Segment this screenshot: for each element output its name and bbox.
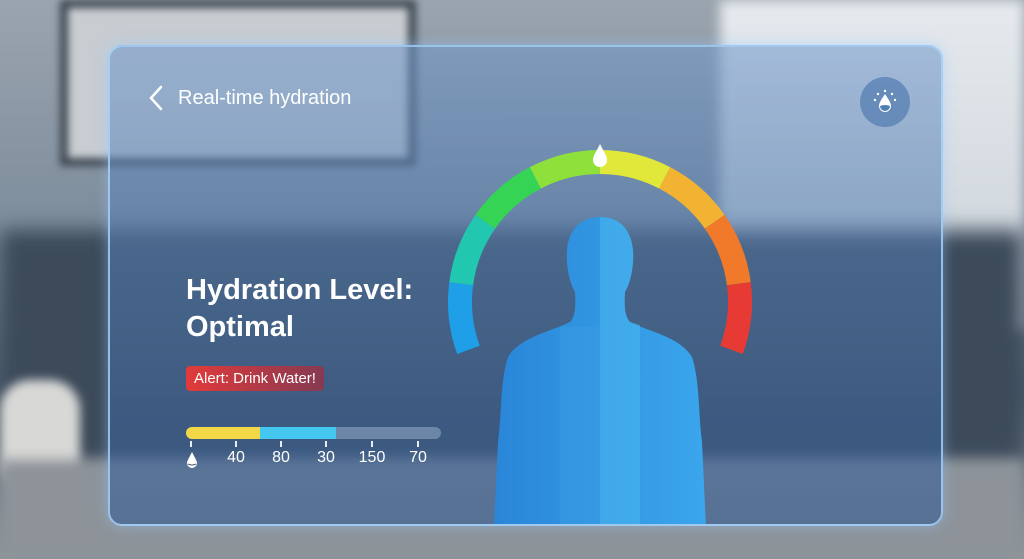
hydration-status-title: Hydration Level: Optimal <box>186 272 413 346</box>
tick-label: 150 <box>358 449 386 466</box>
title-line-2: Optimal <box>186 311 294 343</box>
progress-scale: 40 80 30 150 70 <box>186 441 456 471</box>
gauge-segment <box>704 214 751 286</box>
back-label: Real-time hydration <box>178 86 352 109</box>
tick <box>190 441 192 447</box>
tick-label: 30 <box>317 449 335 466</box>
hydration-settings-button[interactable] <box>860 77 910 127</box>
gauge-segment <box>448 282 480 354</box>
gauge-segment <box>475 167 542 229</box>
back-button[interactable]: Real-time hydration <box>148 85 351 111</box>
gauge-segment <box>720 282 752 354</box>
tick <box>371 441 373 447</box>
gauge-segment <box>658 167 725 229</box>
alert-badge: Alert: Drink Water! <box>186 366 324 391</box>
water-drop-icon <box>187 452 197 468</box>
gauge-segment <box>449 214 496 286</box>
progress-segment-yellow <box>186 427 260 439</box>
tick <box>325 441 327 447</box>
progress-segment-blue <box>259 427 337 439</box>
water-drop-icon <box>593 144 607 167</box>
hydration-progress-bar <box>186 427 441 439</box>
hydration-panel: Real-time hydration Hydration Level: Opt… <box>108 45 943 526</box>
tick <box>280 441 282 447</box>
gauge-segment <box>599 150 671 189</box>
human-silhouette <box>494 217 706 524</box>
tick-label: 40 <box>227 449 245 466</box>
tick <box>235 441 237 447</box>
tick-label: 70 <box>409 449 427 466</box>
tick-label: 80 <box>272 449 290 466</box>
gauge-segment <box>529 150 601 189</box>
title-line-1: Hydration Level: <box>186 274 414 306</box>
chevron-left-icon <box>149 85 163 111</box>
hydration-gauge <box>448 144 752 524</box>
tick <box>417 441 419 447</box>
water-drop-icon <box>873 89 897 112</box>
